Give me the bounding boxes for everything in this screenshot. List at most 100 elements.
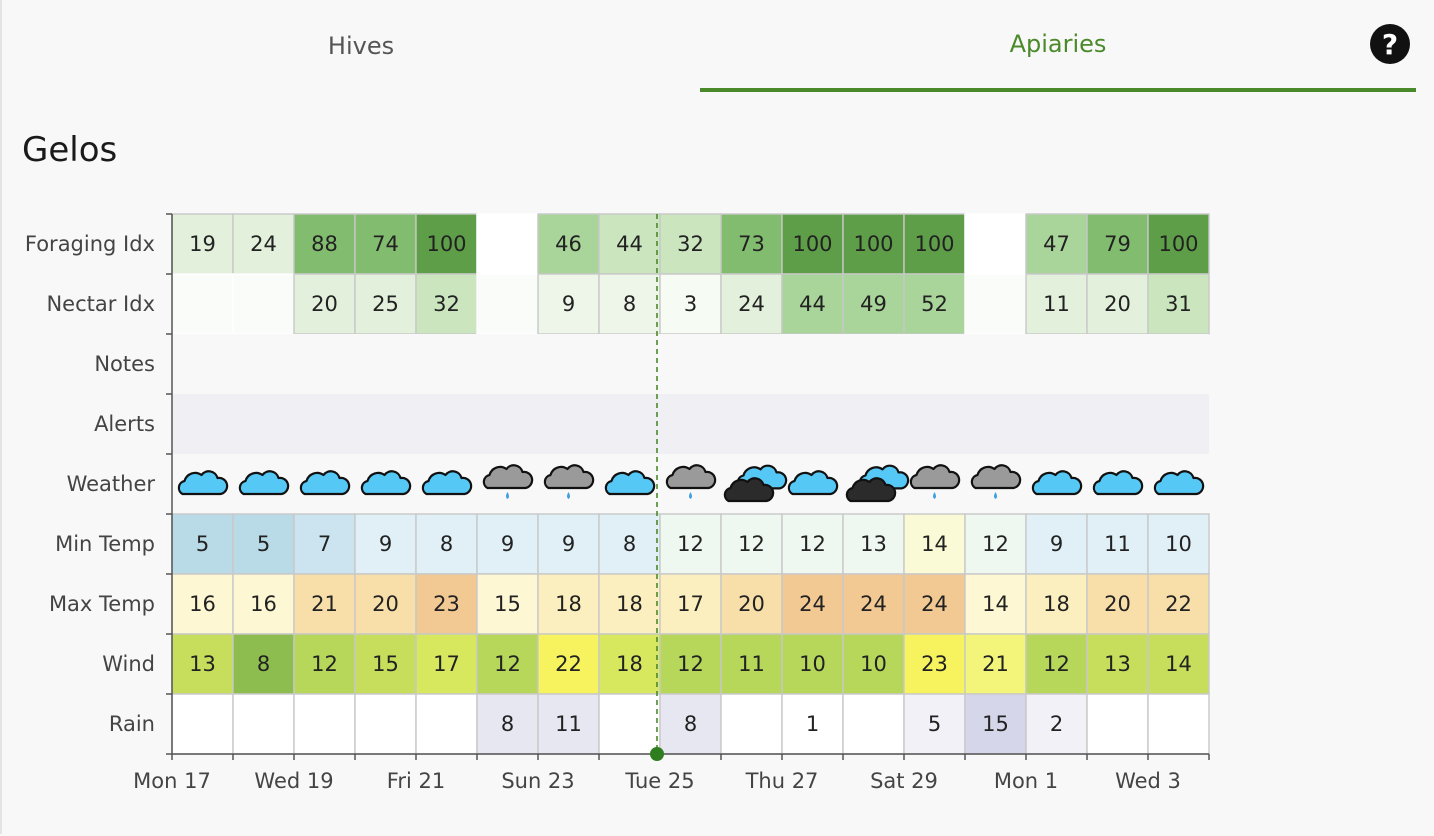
nectar-cell[interactable]: 49 [842,273,905,335]
wind-cell[interactable]: 10 [781,633,844,695]
foraging-cell[interactable]: 100 [903,213,966,275]
max-temp-cell[interactable]: 20 [354,573,417,635]
wind-cell[interactable]: 14 [1147,633,1210,695]
help-icon[interactable]: ? [1370,24,1410,64]
foraging-cell[interactable]: 100 [1147,213,1210,275]
min-temp-cell[interactable]: 12 [964,513,1027,575]
wind-cell[interactable]: 13 [171,633,234,695]
rain-cell[interactable] [171,693,234,755]
min-temp-cell[interactable]: 9 [1025,513,1088,575]
max-temp-cell[interactable]: 23 [415,573,478,635]
max-temp-cell[interactable]: 24 [842,573,905,635]
rain-cell[interactable]: 15 [964,693,1027,755]
min-temp-cell[interactable]: 12 [659,513,722,575]
foraging-cell[interactable]: 100 [842,213,905,275]
wind-cell[interactable]: 18 [598,633,661,695]
alerts-row[interactable] [172,394,1209,454]
foraging-cell[interactable]: 74 [354,213,417,275]
wind-cell[interactable]: 21 [964,633,1027,695]
wind-cell[interactable]: 11 [720,633,783,695]
rain-cell[interactable]: 8 [476,693,539,755]
wind-cell[interactable]: 13 [1086,633,1149,695]
wind-cell[interactable]: 17 [415,633,478,695]
min-temp-cell[interactable]: 12 [781,513,844,575]
min-temp-cell[interactable]: 14 [903,513,966,575]
wind-cell[interactable]: 12 [476,633,539,695]
min-temp-cell[interactable]: 9 [354,513,417,575]
max-temp-cell[interactable]: 15 [476,573,539,635]
nectar-cell[interactable] [964,273,1027,335]
nectar-cell[interactable]: 20 [293,273,356,335]
notes-row[interactable] [172,334,1209,394]
max-temp-cell[interactable]: 20 [1086,573,1149,635]
wind-cell[interactable]: 12 [293,633,356,695]
rain-cell[interactable] [1147,693,1210,755]
foraging-cell[interactable]: 44 [598,213,661,275]
foraging-cell[interactable]: 88 [293,213,356,275]
foraging-cell[interactable]: 19 [171,213,234,275]
rain-cell[interactable] [1086,693,1149,755]
nectar-cell[interactable]: 24 [720,273,783,335]
wind-cell[interactable]: 12 [659,633,722,695]
min-temp-cell[interactable]: 9 [476,513,539,575]
rain-cell[interactable] [720,693,783,755]
min-temp-cell[interactable]: 9 [537,513,600,575]
max-temp-cell[interactable]: 14 [964,573,1027,635]
max-temp-cell[interactable]: 20 [720,573,783,635]
min-temp-cell[interactable]: 8 [598,513,661,575]
min-temp-cell[interactable]: 10 [1147,513,1210,575]
min-temp-cell[interactable]: 13 [842,513,905,575]
max-temp-cell[interactable]: 16 [171,573,234,635]
foraging-cell[interactable]: 100 [781,213,844,275]
max-temp-cell[interactable]: 24 [781,573,844,635]
foraging-cell[interactable] [476,213,539,275]
wind-cell[interactable]: 23 [903,633,966,695]
max-temp-cell[interactable]: 18 [598,573,661,635]
max-temp-cell[interactable]: 21 [293,573,356,635]
nectar-cell[interactable]: 11 [1025,273,1088,335]
wind-cell[interactable]: 8 [232,633,295,695]
nectar-cell[interactable] [171,273,234,335]
min-temp-cell[interactable]: 8 [415,513,478,575]
rain-cell[interactable] [598,693,661,755]
nectar-cell[interactable]: 9 [537,273,600,335]
rain-cell[interactable] [415,693,478,755]
foraging-cell[interactable]: 47 [1025,213,1088,275]
wind-cell[interactable]: 15 [354,633,417,695]
nectar-cell[interactable] [232,273,295,335]
nectar-cell[interactable]: 8 [598,273,661,335]
nectar-cell[interactable]: 3 [659,273,722,335]
max-temp-cell[interactable]: 22 [1147,573,1210,635]
nectar-cell[interactable]: 44 [781,273,844,335]
max-temp-cell[interactable]: 24 [903,573,966,635]
max-temp-cell[interactable]: 18 [537,573,600,635]
max-temp-cell[interactable]: 17 [659,573,722,635]
nectar-cell[interactable]: 20 [1086,273,1149,335]
rain-cell[interactable]: 8 [659,693,722,755]
min-temp-cell[interactable]: 5 [171,513,234,575]
rain-cell[interactable]: 2 [1025,693,1088,755]
tab-hives[interactable]: Hives [327,32,395,60]
tab-apiaries[interactable]: Apiaries [700,0,1416,92]
foraging-cell[interactable]: 46 [537,213,600,275]
max-temp-cell[interactable]: 16 [232,573,295,635]
rain-cell[interactable] [842,693,905,755]
wind-cell[interactable]: 22 [537,633,600,695]
rain-cell[interactable]: 11 [537,693,600,755]
max-temp-cell[interactable]: 18 [1025,573,1088,635]
nectar-cell[interactable]: 31 [1147,273,1210,335]
foraging-cell[interactable]: 79 [1086,213,1149,275]
nectar-cell[interactable]: 25 [354,273,417,335]
min-temp-cell[interactable]: 12 [720,513,783,575]
min-temp-cell[interactable]: 5 [232,513,295,575]
rain-cell[interactable] [293,693,356,755]
foraging-cell[interactable]: 73 [720,213,783,275]
rain-cell[interactable]: 1 [781,693,844,755]
rain-cell[interactable] [232,693,295,755]
foraging-cell[interactable]: 24 [232,213,295,275]
foraging-cell[interactable] [964,213,1027,275]
foraging-cell[interactable]: 32 [659,213,722,275]
wind-cell[interactable]: 10 [842,633,905,695]
min-temp-cell[interactable]: 7 [293,513,356,575]
wind-cell[interactable]: 12 [1025,633,1088,695]
